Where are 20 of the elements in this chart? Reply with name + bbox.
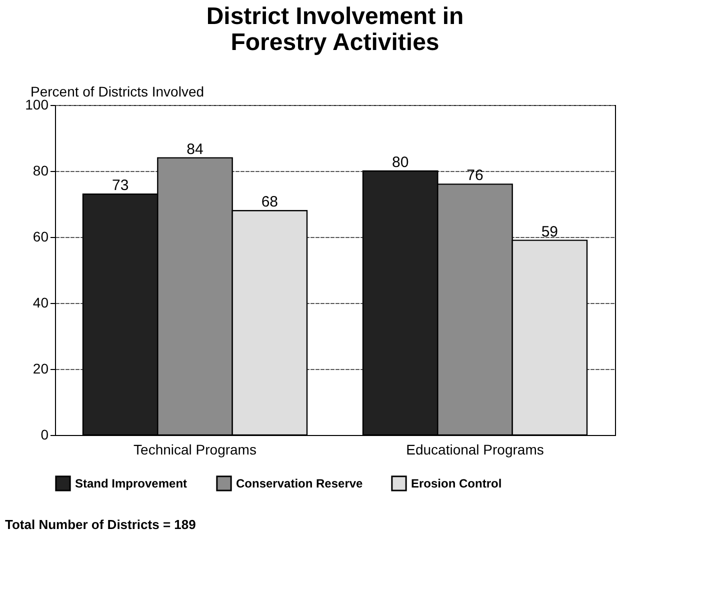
legend-label: Erosion Control xyxy=(411,476,502,490)
y-axis-title: Percent of Districts Involved xyxy=(30,84,204,100)
chart-title: District Involvement in Forestry Activities xyxy=(206,3,464,56)
y-tick-label: 40 xyxy=(32,294,49,310)
y-tick-label: 20 xyxy=(32,360,49,376)
data-label: 84 xyxy=(186,140,204,158)
data-label: 76 xyxy=(466,167,484,184)
data-label: 80 xyxy=(392,154,409,171)
y-tick-label: 80 xyxy=(32,162,49,178)
data-label: 68 xyxy=(261,194,278,211)
data-label: 73 xyxy=(112,177,129,194)
x-tick-label: Educational Programs xyxy=(406,442,544,458)
legend-label: Stand Improvement xyxy=(75,476,188,490)
x-tick-label: Technical Programs xyxy=(134,442,256,458)
y-tick-label: 60 xyxy=(32,228,49,244)
y-tick-label: 0 xyxy=(40,426,49,442)
legend-label: Conservation Reserve xyxy=(236,476,364,490)
y-tick-label: 100 xyxy=(25,96,49,112)
text: Total Number of Districts = 189 xyxy=(5,517,196,532)
data-label: 59 xyxy=(541,223,558,240)
